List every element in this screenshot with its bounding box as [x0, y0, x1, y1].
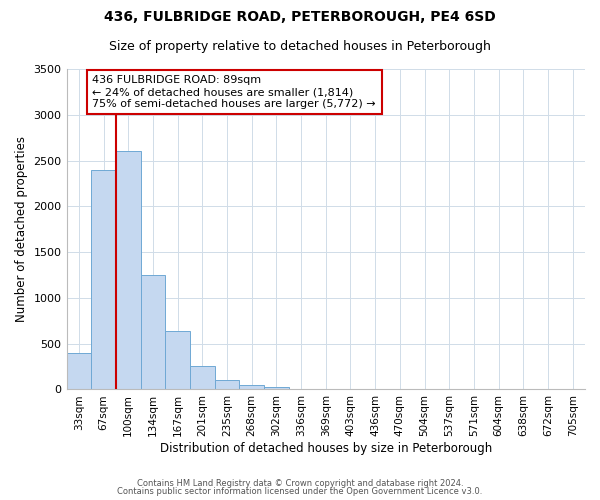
Bar: [215, 380, 239, 390]
Bar: [116, 152, 140, 390]
Text: Size of property relative to detached houses in Peterborough: Size of property relative to detached ho…: [109, 40, 491, 53]
Text: Contains HM Land Registry data © Crown copyright and database right 2024.: Contains HM Land Registry data © Crown c…: [137, 478, 463, 488]
Bar: [67, 353, 91, 390]
Bar: [190, 366, 215, 390]
Text: Contains public sector information licensed under the Open Government Licence v3: Contains public sector information licen…: [118, 487, 482, 496]
Text: 436, FULBRIDGE ROAD, PETERBOROUGH, PE4 6SD: 436, FULBRIDGE ROAD, PETERBOROUGH, PE4 6…: [104, 10, 496, 24]
Bar: [289, 388, 313, 390]
Bar: [91, 170, 116, 390]
X-axis label: Distribution of detached houses by size in Peterborough: Distribution of detached houses by size …: [160, 442, 492, 455]
Y-axis label: Number of detached properties: Number of detached properties: [15, 136, 28, 322]
Bar: [165, 331, 190, 390]
Bar: [264, 386, 289, 390]
Bar: [239, 385, 264, 390]
Text: 436 FULBRIDGE ROAD: 89sqm
← 24% of detached houses are smaller (1,814)
75% of se: 436 FULBRIDGE ROAD: 89sqm ← 24% of detac…: [92, 76, 376, 108]
Bar: [140, 275, 165, 390]
